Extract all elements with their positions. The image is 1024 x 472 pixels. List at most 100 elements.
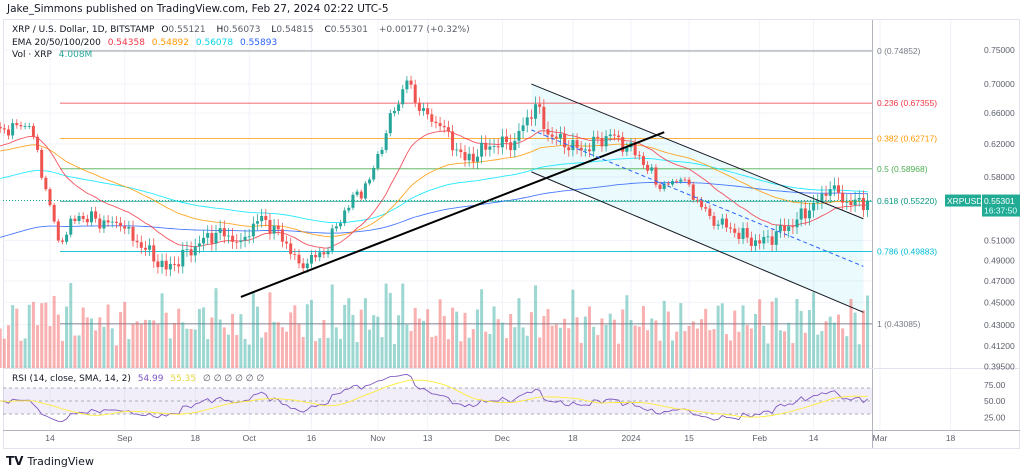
candle-body (36, 136, 40, 150)
volume-bar (438, 299, 442, 368)
volume-bar (567, 328, 571, 368)
candle (40, 147, 44, 181)
candle-body (807, 210, 811, 219)
candle (368, 177, 372, 186)
volume-bar (841, 328, 845, 368)
candle-body (422, 108, 425, 111)
candle (579, 140, 583, 157)
candle (787, 218, 791, 238)
volume-bar (774, 297, 778, 368)
rsi-label[interactable]: RSI (14, close, SMA, 14, 2) (12, 374, 131, 384)
candle-body (334, 226, 338, 229)
candle-body (106, 220, 110, 223)
candle-body (654, 167, 658, 185)
ema100-line (0, 157, 868, 224)
volume-value: 4.008M (58, 50, 93, 60)
candle-body (546, 129, 550, 135)
ohlc-close-value: 0.55301 (330, 25, 368, 35)
volume-bar (646, 330, 650, 368)
time-axis-label: 18 (191, 433, 201, 443)
volume-bar (326, 337, 330, 368)
candle-body (853, 199, 857, 206)
candle (687, 176, 691, 187)
candle-body (799, 208, 803, 220)
price-axis-label: 0.43000 (984, 320, 1015, 330)
candle-body (633, 142, 637, 156)
ohlc-open-label: O (161, 25, 169, 35)
candle (600, 132, 604, 152)
fib-level-label: 0.5 (0.58968) (877, 164, 928, 174)
ema-label[interactable]: EMA 20/50/100/200 (12, 38, 101, 48)
candle-body (318, 252, 322, 258)
candle-body (256, 221, 259, 224)
rsi-axis-label: 50.00 (984, 396, 1006, 406)
ohlc-low: L0.54815 (271, 25, 317, 35)
candle-body (646, 164, 650, 171)
candle (803, 200, 807, 226)
candle (156, 254, 160, 274)
candle (326, 246, 330, 258)
volume-bar (509, 314, 513, 368)
candle-body (293, 254, 297, 255)
volume-bar (459, 341, 463, 368)
volume-bar (861, 310, 865, 368)
volume-bar (409, 330, 413, 368)
candle-body (44, 177, 48, 190)
candle (322, 248, 326, 259)
candle (650, 163, 654, 174)
candle (376, 151, 380, 171)
time-axis-label: 18 (568, 433, 578, 443)
candle-body (521, 125, 525, 132)
time-axis-label: 14 (45, 433, 55, 443)
candle (621, 132, 625, 157)
volume-bar (226, 334, 230, 368)
volume-bar (666, 311, 670, 368)
candle-body (343, 210, 347, 224)
candle (388, 109, 392, 137)
candle-body (363, 183, 367, 199)
candle (355, 189, 359, 197)
candle-body (724, 218, 728, 228)
candle-body (15, 123, 19, 126)
candle (509, 134, 513, 158)
candle (853, 191, 857, 213)
candle-body (679, 179, 683, 182)
time-axis-label: 2024 (622, 433, 641, 443)
volume-bar (845, 336, 849, 368)
symbol-name[interactable]: XRP / U.S. Dollar, 1D, BITSTAMP (12, 25, 155, 35)
candle-body (81, 215, 85, 219)
volume-bar (177, 308, 181, 368)
volume-bar (413, 307, 417, 368)
candle (173, 256, 176, 272)
candle-body (704, 207, 708, 209)
tradingview-logo[interactable]: TV TradingView (6, 454, 94, 468)
candle (828, 181, 832, 203)
volume-bar (160, 293, 164, 368)
candle-body (11, 123, 15, 136)
candle (148, 238, 152, 256)
candle-body (392, 110, 396, 114)
channel-mid-line (531, 129, 864, 267)
candle-body (202, 237, 206, 244)
candle-body (762, 236, 766, 244)
volume-bar (305, 304, 309, 368)
candle-body (339, 223, 342, 227)
candle-body (189, 249, 193, 256)
candle (438, 117, 442, 132)
candle (318, 247, 322, 262)
volume-label[interactable]: Vol · XRP (12, 50, 52, 60)
candle (820, 185, 824, 209)
candle-body (272, 225, 276, 234)
volume-bar (289, 312, 293, 368)
candle (683, 177, 687, 182)
candle (372, 165, 376, 182)
candle-body (160, 260, 164, 268)
candle (691, 181, 695, 203)
candle-body (85, 218, 89, 223)
candle-body (31, 126, 35, 137)
volume-bar (700, 319, 704, 368)
volume-bar (658, 340, 662, 368)
candle (824, 185, 828, 203)
candle (596, 130, 600, 144)
